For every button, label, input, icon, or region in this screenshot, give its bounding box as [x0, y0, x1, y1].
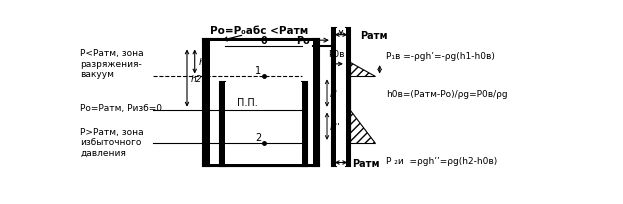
Polygon shape — [350, 110, 375, 143]
Polygon shape — [350, 63, 375, 77]
Text: П.П.: П.П. — [237, 97, 258, 107]
Text: h1: h1 — [199, 58, 210, 67]
Text: 0: 0 — [260, 36, 267, 46]
Text: Ратм: Ратм — [353, 158, 380, 168]
Text: Ро=Ратм, Ризб=0: Ро=Ратм, Ризб=0 — [80, 103, 162, 112]
Text: Ро=Р₀абс <Ратм: Ро=Р₀абс <Ратм — [210, 26, 308, 36]
Text: h0в=(Ратм-Ро)/ρg=P0в/ρg: h0в=(Ратм-Ро)/ρg=P0в/ρg — [386, 89, 508, 98]
Text: Р<Ратм, зона
разряжения-
вакуум: Р<Ратм, зона разряжения- вакуум — [80, 49, 144, 79]
Bar — [210, 42, 313, 164]
Text: 2: 2 — [255, 132, 262, 142]
Bar — [204, 40, 320, 42]
Bar — [332, 29, 336, 166]
Text: P₁в =-ρgh’=-ρg(h1-h0в): P₁в =-ρgh’=-ρg(h1-h0в) — [386, 51, 495, 60]
Text: P ₂и  =ρgh’’=ρg(h2-h0в): P ₂и =ρgh’’=ρg(h2-h0в) — [386, 157, 497, 166]
Bar — [225, 83, 302, 164]
Text: Р>Ратм, зона
избыточного
давления: Р>Ратм, зона избыточного давления — [80, 128, 144, 157]
Text: h'': h'' — [330, 122, 340, 131]
Bar — [221, 164, 307, 166]
Text: Р0в: Р0в — [328, 50, 345, 59]
Bar — [313, 40, 320, 166]
Bar — [302, 83, 307, 166]
Bar — [346, 29, 350, 166]
Bar — [204, 164, 320, 166]
Text: h2: h2 — [191, 74, 202, 83]
Text: Ратм: Ратм — [360, 31, 388, 41]
Text: 1: 1 — [255, 66, 262, 76]
Bar — [221, 83, 225, 166]
Bar — [336, 29, 346, 166]
Text: h': h' — [330, 89, 338, 98]
Bar — [204, 40, 210, 166]
Text: Ро: Ро — [297, 36, 310, 46]
